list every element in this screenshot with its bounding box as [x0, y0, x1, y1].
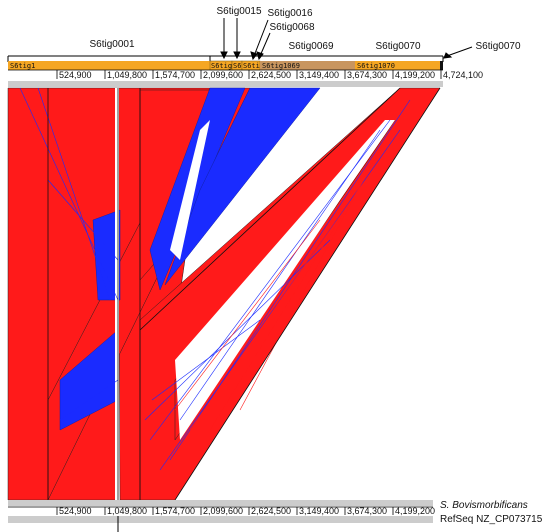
contig-block-s6tig0001[interactable]	[8, 61, 210, 70]
top-tick-1: 524,900	[59, 70, 92, 80]
bottom-contig-bar	[8, 516, 433, 523]
arrow-s6tig0068	[253, 19, 269, 57]
top-ruler: 524,900 1,049,800 1,574,700 2,099,600 2,…	[8, 69, 483, 80]
reverse-matches	[59, 87, 321, 431]
bottom-tick-5: 2,624,500	[251, 506, 291, 516]
gap-region-upper	[170, 120, 210, 260]
gap-region-lower	[175, 120, 395, 440]
bottom-tick-6: 3,149,400	[299, 506, 339, 516]
top-tick-2: 1,049,800	[107, 70, 147, 80]
bottom-genome-track	[8, 500, 433, 506]
top-tick-5: 2,624,500	[251, 70, 291, 80]
top-tick-3: 1,574,700	[155, 70, 195, 80]
gap-column	[115, 88, 119, 500]
reverse-block-left-sliver	[92, 209, 121, 301]
bottom-genome-name: S. Bovismorbificans	[440, 500, 528, 511]
bottom-tick-1: 524,900	[59, 506, 92, 516]
contig-label-s6tig0068: S6tig0068	[269, 22, 314, 33]
top-tick-8: 4,199,200	[395, 70, 435, 80]
bottom-tick-4: 2,099,600	[203, 506, 243, 516]
bottom-tick-8: 4,199,200	[395, 506, 435, 516]
contig-block-s6tig0069[interactable]	[260, 61, 355, 70]
bottom-tick-2: 1,049,800	[107, 506, 147, 516]
thin-forward-lines	[174, 139, 386, 431]
top-tick-9: 4,724,100	[443, 70, 483, 80]
top-tick-4: 2,099,600	[203, 70, 243, 80]
contig-label-s6tig0070: S6tig0070	[375, 41, 420, 52]
bar-label-s6tig1069: S6tig1069	[262, 62, 300, 70]
contig-label-s6tig0016: S6tig0016	[267, 8, 312, 19]
top-contig-bar: S6tig1 S6tig S6 S6ti S6tig1069 S6tig1070	[7, 55, 444, 71]
bottom-ruler: 524,900 1,049,800 1,574,700 2,099,600 2,…	[8, 506, 435, 516]
reverse-block-s6tig0069	[164, 87, 321, 286]
bottom-tick-3: 1,574,700	[155, 506, 195, 516]
synteny-blocks	[7, 87, 441, 501]
top-tick-7: 3,674,300	[347, 70, 387, 80]
contig-block-s6tig0070[interactable]	[355, 61, 440, 70]
gap-regions	[115, 88, 395, 500]
bar-label-s6ti: S6ti	[243, 62, 260, 70]
contig-label-s6tig0001: S6tig0001	[89, 39, 134, 50]
contig-label-s6tig0069: S6tig0069	[288, 41, 333, 52]
contig-block-end[interactable]	[440, 61, 443, 70]
bar-label-s6: S6	[233, 62, 241, 70]
bar-label-s6tig1070: S6tig1070	[357, 62, 395, 70]
contig-label-s6tig0015: S6tig0015	[216, 6, 261, 17]
arrow-s6tig0068b	[259, 32, 271, 57]
bottom-tick-7: 3,674,300	[347, 506, 387, 516]
top-contig-labels: S6tig0001 S6tig0015 S6tig0016 S6tig0068 …	[89, 6, 521, 61]
top-genome-track	[8, 81, 443, 87]
top-tick-6: 3,149,400	[299, 70, 339, 80]
bar-label-s6tig1: S6tig1	[10, 62, 35, 70]
contig-label-s6tig0070-end: S6tig0070	[475, 41, 520, 52]
bar-label-s6tig: S6tig	[211, 62, 232, 70]
arrow-s6tig0070-end	[446, 46, 473, 57]
bottom-genome-refseq: RefSeq NZ_CP073715	[440, 514, 543, 525]
